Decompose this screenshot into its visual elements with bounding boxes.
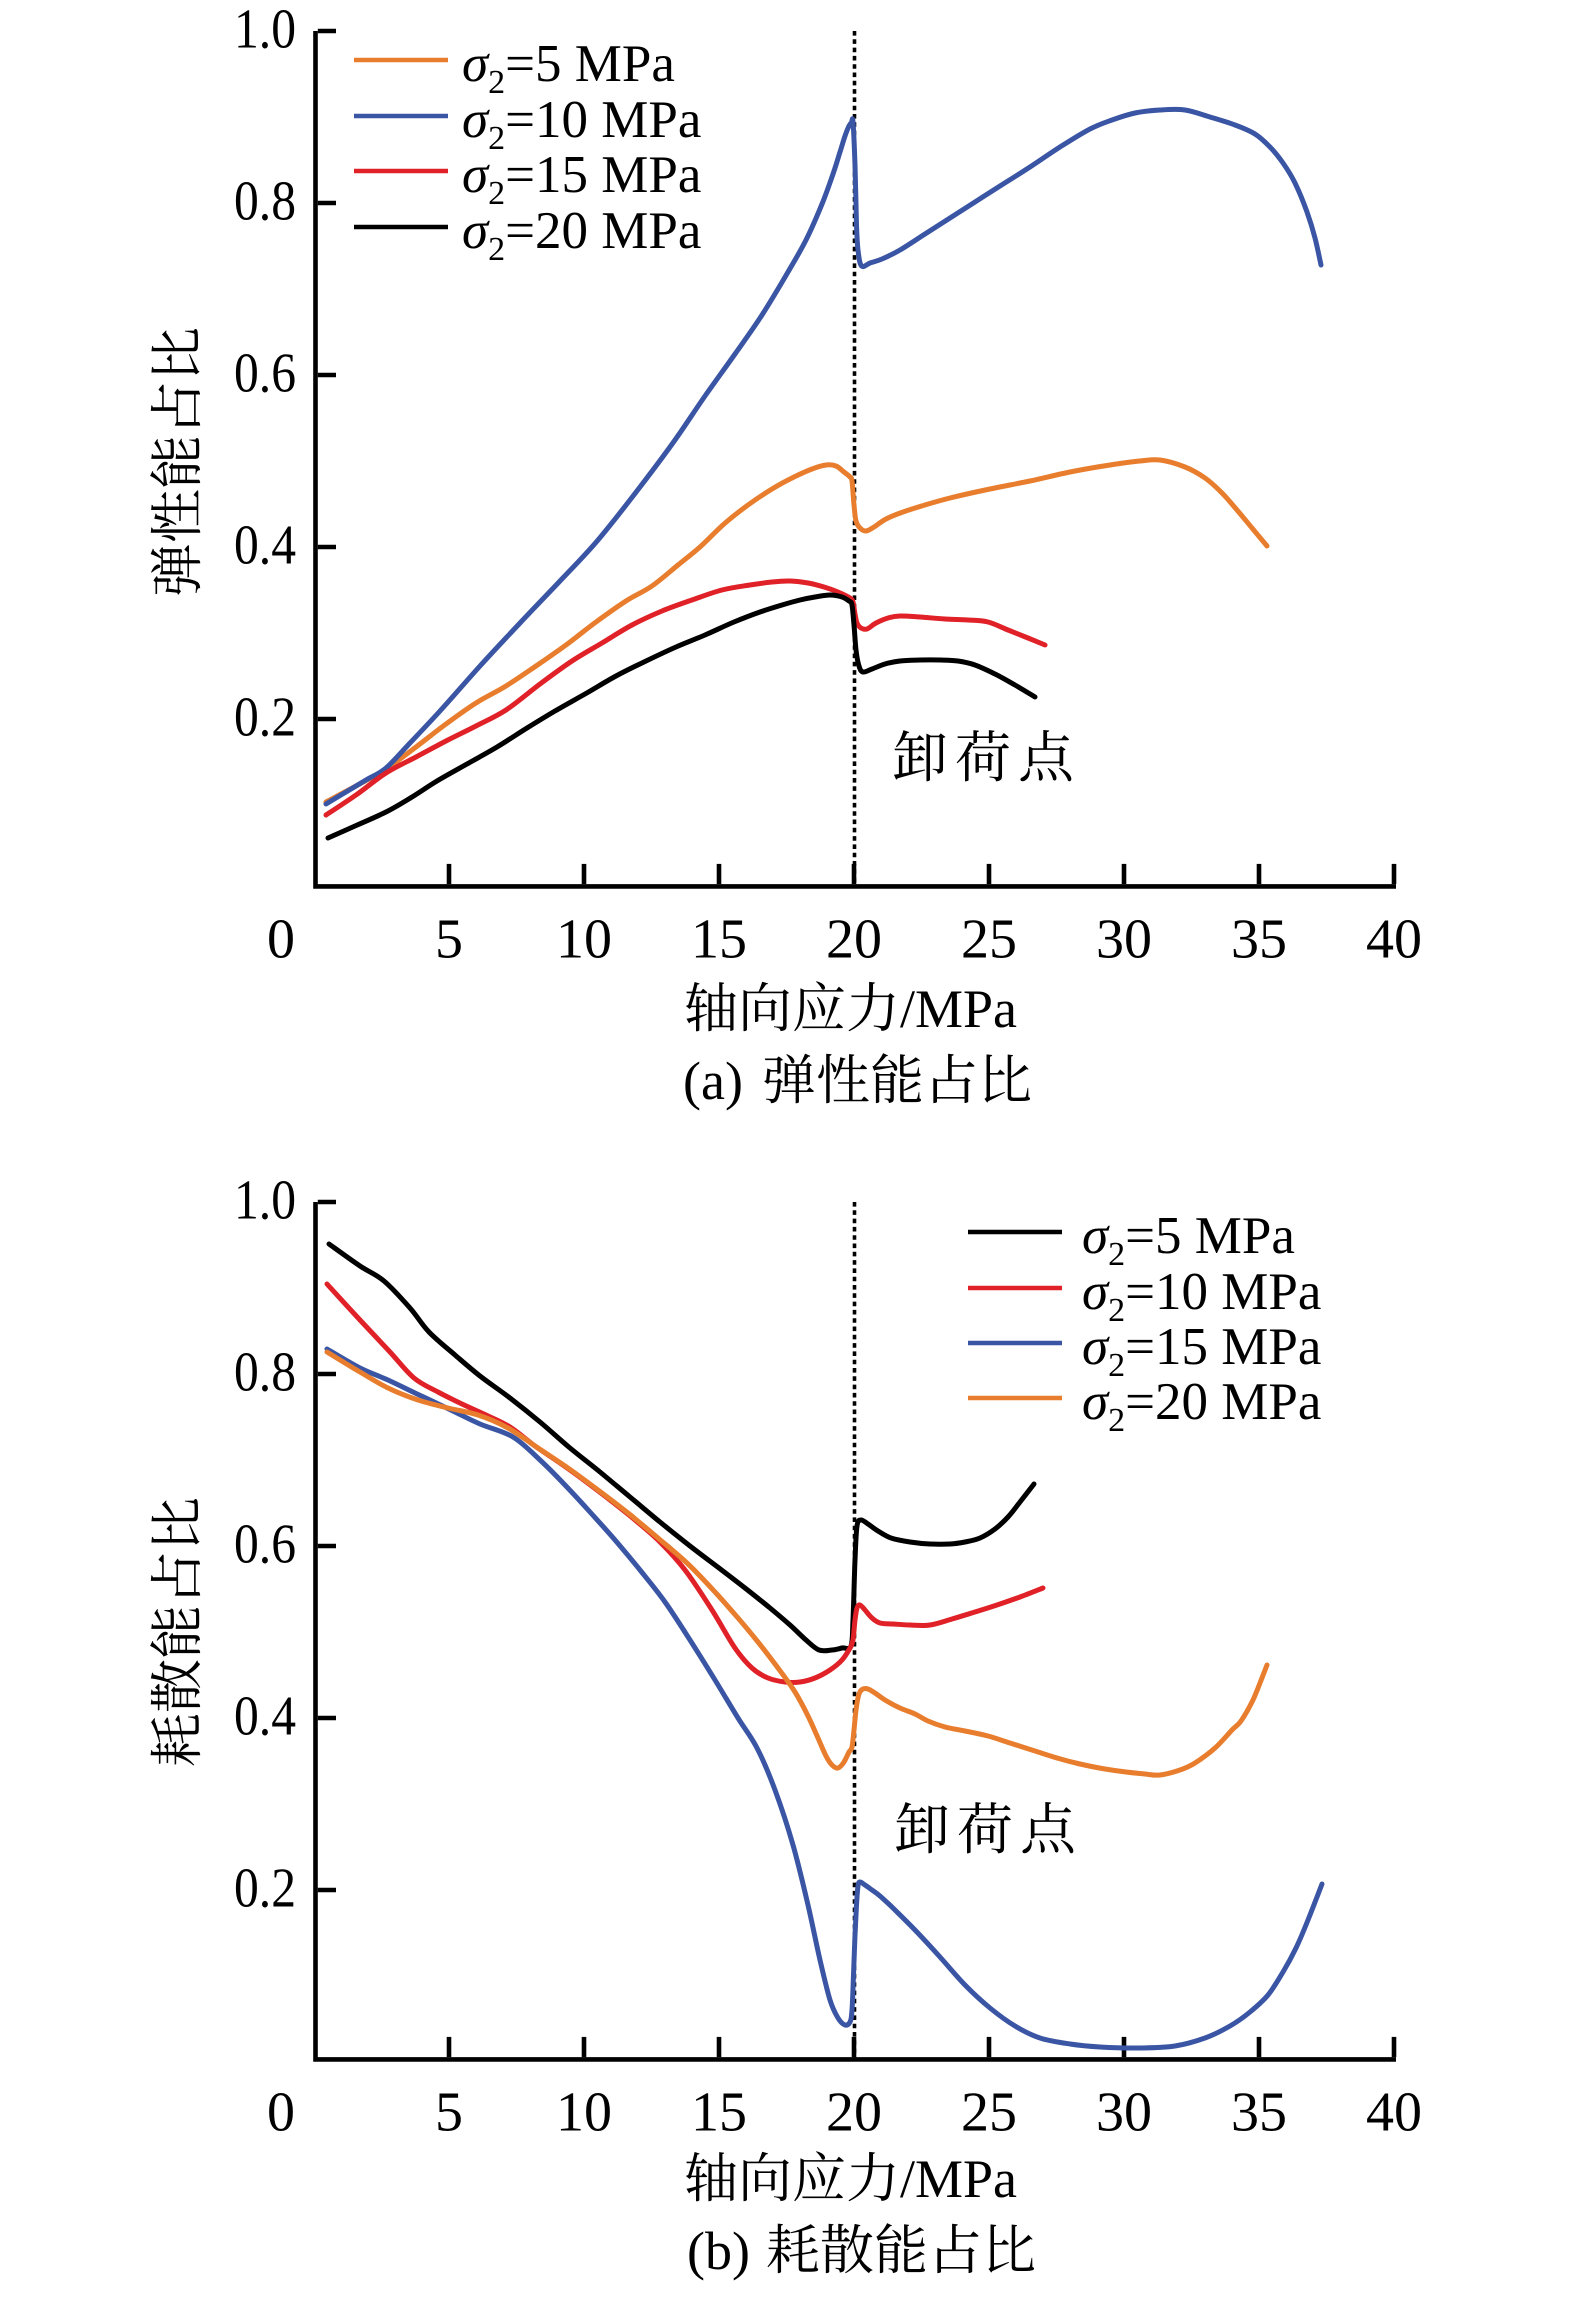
svg-text:σ2=15 MPa: σ2=15 MPa	[462, 146, 701, 212]
svg-text:0.6: 0.6	[234, 343, 296, 405]
svg-text:10: 10	[556, 908, 612, 970]
svg-text:0.6: 0.6	[234, 1514, 296, 1576]
svg-text:0.4: 0.4	[234, 515, 296, 577]
svg-text:σ2=20 MPa: σ2=20 MPa	[462, 202, 701, 268]
svg-text:0.2: 0.2	[234, 1858, 296, 1920]
svg-text:/MPa: /MPa	[900, 979, 1017, 1039]
svg-text:(a): (a)	[683, 1051, 743, 1111]
svg-text:20: 20	[826, 908, 882, 970]
svg-text:20: 20	[826, 2081, 882, 2143]
svg-text:0.2: 0.2	[234, 687, 296, 749]
svg-text:σ2=20 MPa: σ2=20 MPa	[1082, 1373, 1321, 1439]
svg-text:σ2=15 MPa: σ2=15 MPa	[1082, 1318, 1321, 1384]
svg-text:σ2=10 MPa: σ2=10 MPa	[462, 91, 701, 157]
svg-text:5: 5	[435, 908, 463, 970]
svg-text:35: 35	[1231, 2081, 1287, 2143]
svg-text:σ2=5 MPa: σ2=5 MPa	[462, 35, 675, 101]
svg-text:35: 35	[1231, 908, 1287, 970]
svg-text:σ2=10 MPa: σ2=10 MPa	[1082, 1263, 1321, 1329]
svg-text:40: 40	[1366, 2081, 1422, 2143]
svg-text:0.4: 0.4	[234, 1686, 296, 1748]
svg-text:0: 0	[267, 2081, 295, 2143]
svg-text:0: 0	[267, 908, 295, 970]
svg-text:0.8: 0.8	[234, 171, 296, 233]
svg-text:25: 25	[961, 908, 1017, 970]
svg-text:1.0: 1.0	[234, 0, 296, 61]
svg-text:15: 15	[691, 908, 747, 970]
svg-text:1.0: 1.0	[234, 1170, 296, 1232]
svg-text:(b): (b)	[687, 2221, 750, 2281]
svg-text:15: 15	[691, 2081, 747, 2143]
svg-text:/MPa: /MPa	[900, 2149, 1017, 2209]
svg-text:5: 5	[435, 2081, 463, 2143]
svg-text:10: 10	[556, 2081, 612, 2143]
svg-text:25: 25	[961, 2081, 1017, 2143]
svg-text:0.8: 0.8	[234, 1342, 296, 1404]
svg-text:30: 30	[1096, 2081, 1152, 2143]
svg-text:σ2=5 MPa: σ2=5 MPa	[1082, 1207, 1295, 1273]
svg-text:40: 40	[1366, 908, 1422, 970]
svg-text:30: 30	[1096, 908, 1152, 970]
